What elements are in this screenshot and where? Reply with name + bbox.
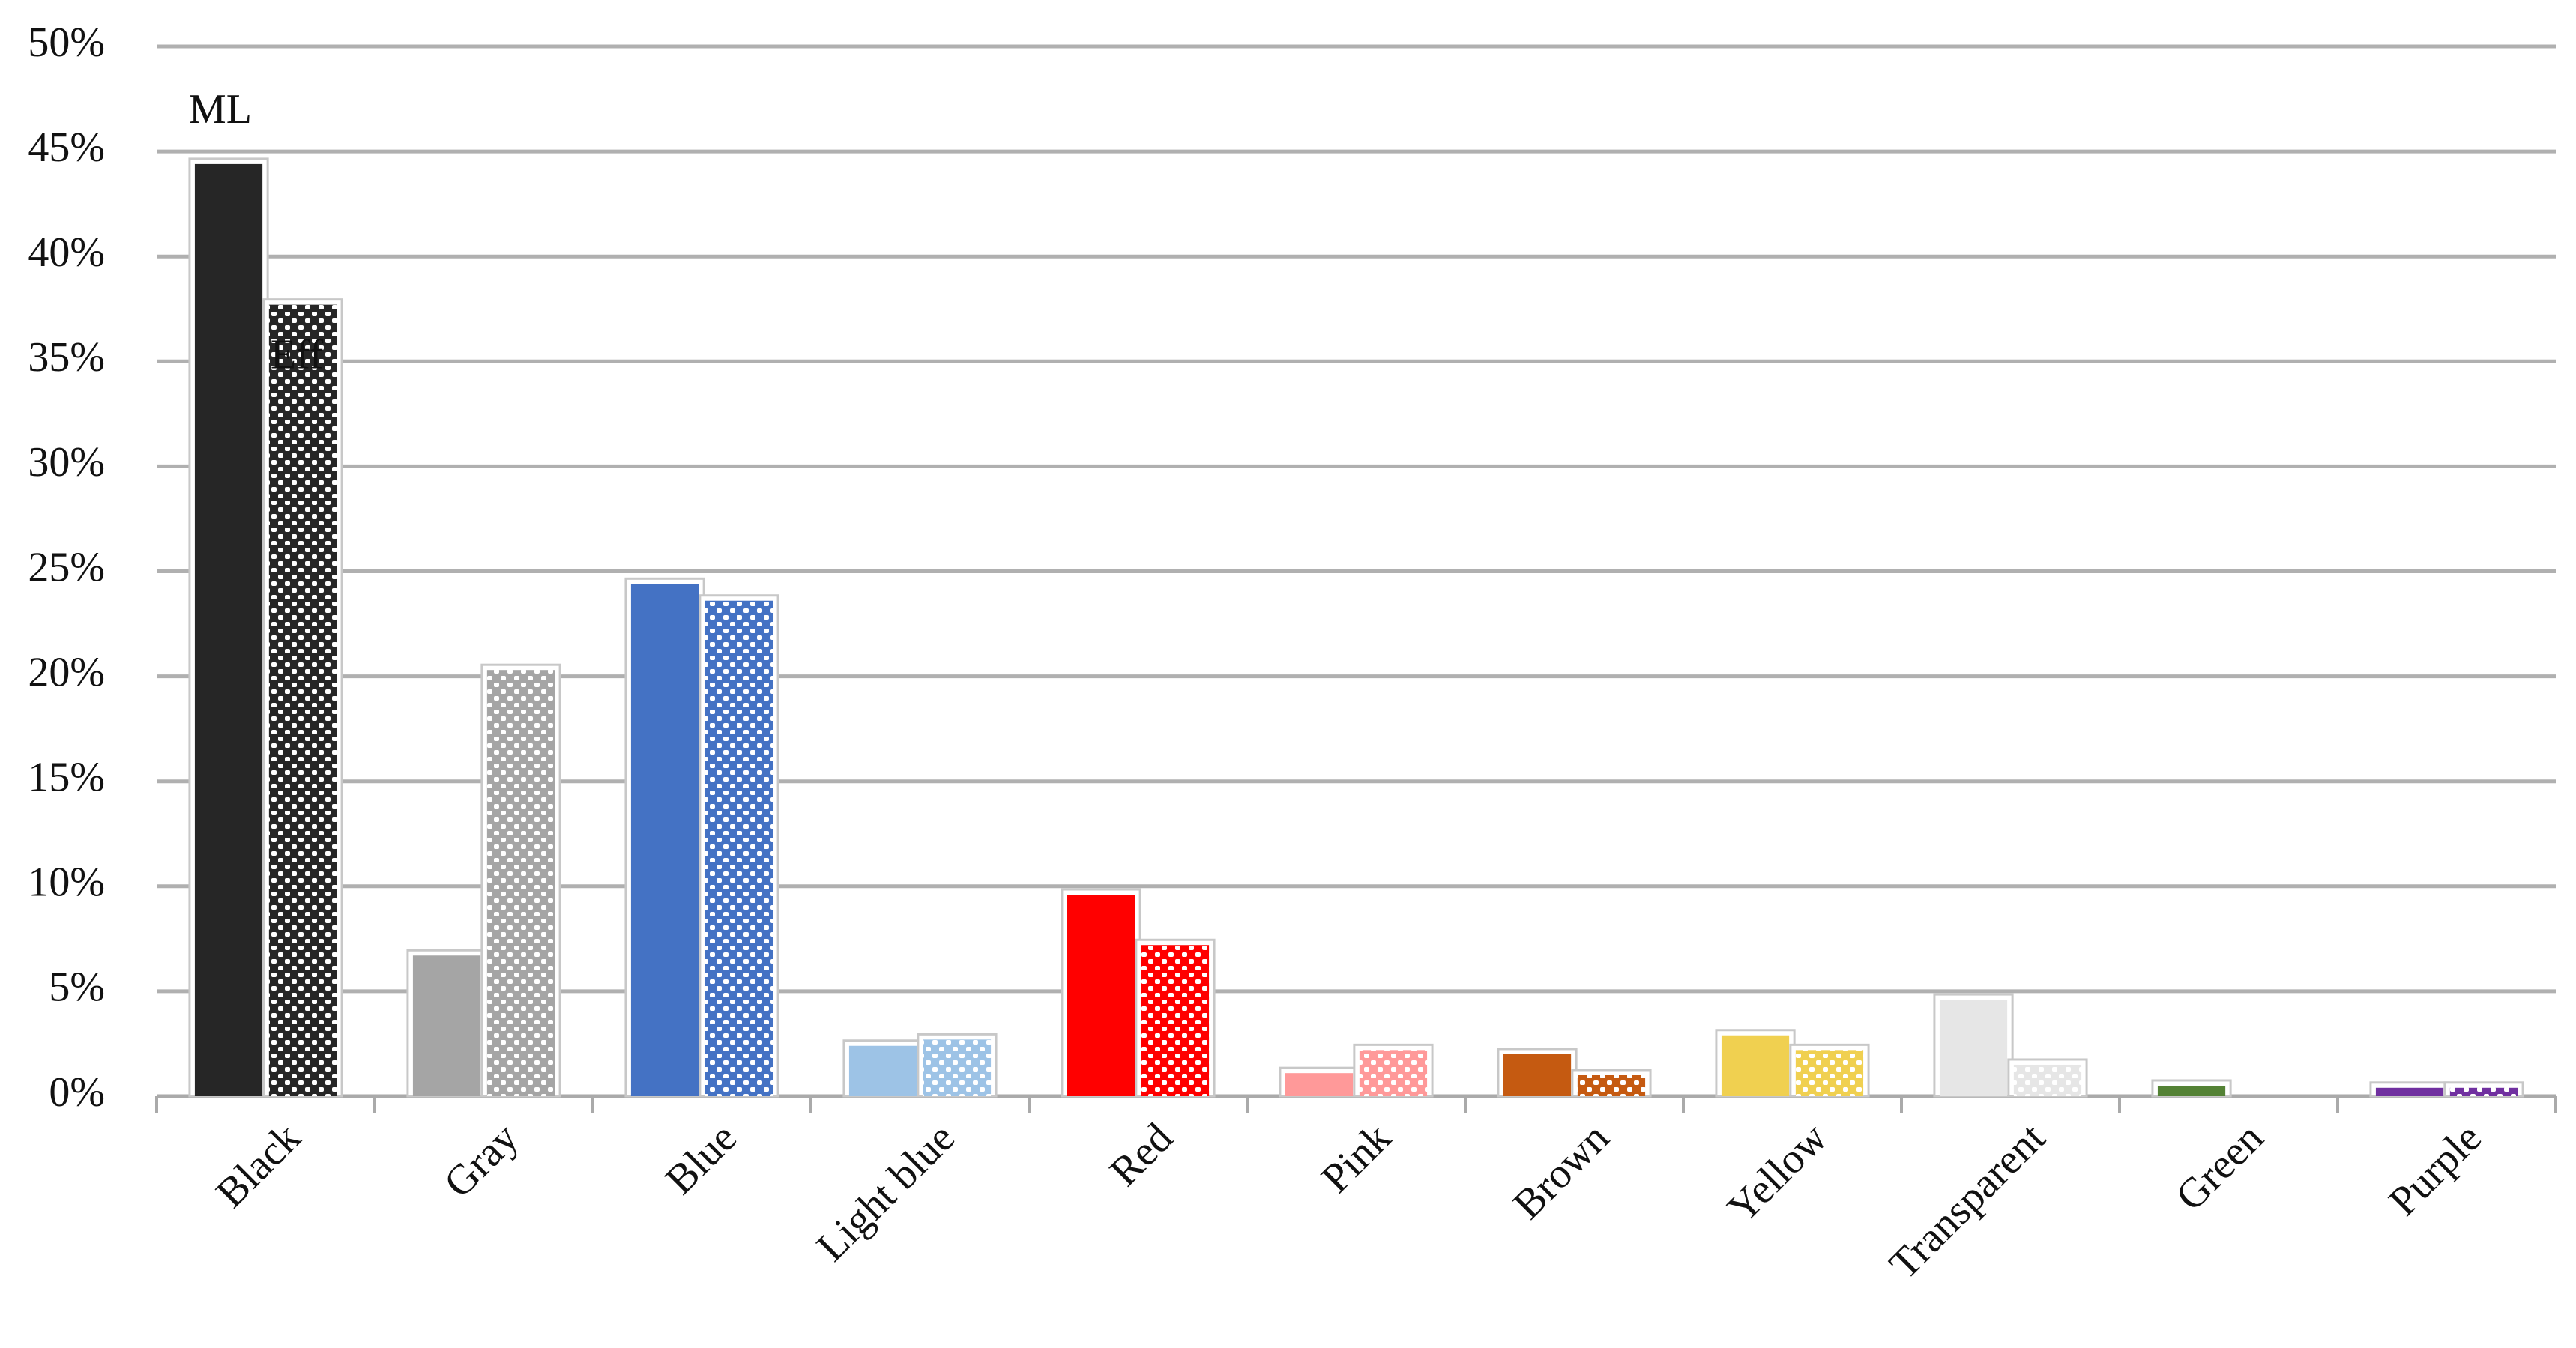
y-tick-label: 40% [28, 229, 105, 276]
bar [1067, 895, 1135, 1096]
x-tick-label: Yellow [1719, 1114, 1836, 1232]
y-tick-label: 15% [28, 755, 105, 801]
bar [1577, 1075, 1646, 1096]
y-tick-label: 35% [28, 334, 105, 381]
y-tick-label: 50% [28, 19, 105, 66]
bar [412, 955, 481, 1096]
bar [1359, 1050, 1428, 1096]
y-tick-label: 30% [28, 439, 105, 486]
y-tick-label: 25% [28, 544, 105, 590]
bar [705, 600, 773, 1096]
x-tick-label: Green [2167, 1114, 2272, 1220]
series-label: Eff [271, 331, 324, 378]
bar [1721, 1035, 1790, 1096]
bar [848, 1045, 917, 1096]
bar [2157, 1085, 2226, 1096]
x-tick-label: Gray [435, 1114, 528, 1206]
bar [2449, 1087, 2518, 1096]
x-tick-label: Black [208, 1114, 310, 1216]
bar [268, 304, 337, 1096]
y-tick-label: 0% [49, 1069, 105, 1116]
bar [2375, 1087, 2444, 1096]
x-tick-label: Transparent [1880, 1114, 2054, 1288]
y-tick-label: 10% [28, 859, 105, 906]
bar [1795, 1050, 1864, 1096]
bar [1285, 1073, 1354, 1096]
x-tick-label: Pink [1312, 1114, 1399, 1201]
bar [1141, 945, 1210, 1096]
bar [923, 1039, 992, 1096]
y-tick-label: 45% [28, 124, 105, 171]
y-tick-label: 5% [49, 964, 105, 1011]
x-tick-label: Purple [2380, 1114, 2491, 1224]
bar [194, 163, 263, 1097]
series-label: ML [189, 86, 252, 133]
x-tick-label: Red [1101, 1114, 1182, 1195]
x-tick-label: Light blue [808, 1114, 964, 1270]
bar [2013, 1064, 2082, 1096]
bar [1939, 1000, 2008, 1096]
y-tick-label: 20% [28, 649, 105, 695]
bar [486, 670, 555, 1096]
x-tick-label: Blue [657, 1114, 746, 1203]
bar [1503, 1054, 1572, 1096]
x-tick-label: Brown [1504, 1114, 1618, 1228]
bar [630, 584, 699, 1096]
